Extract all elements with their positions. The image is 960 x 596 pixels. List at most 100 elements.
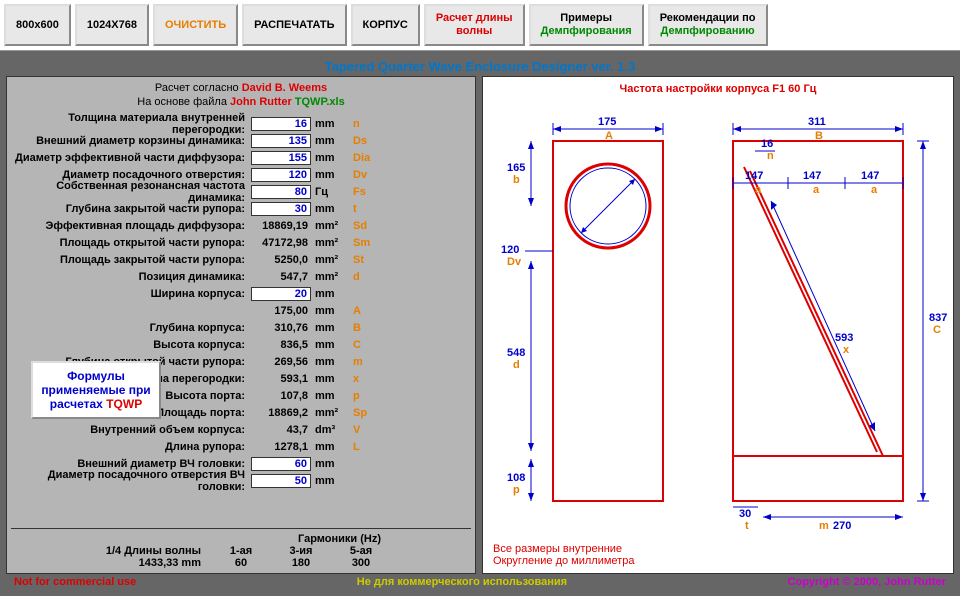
param-row: Диаметр эффективной части диффузора:155m… [11,149,471,166]
svg-text:n: n [767,150,774,162]
param-label: Длина рупора: [11,441,251,453]
param-symbol: p [347,390,377,402]
btn-clear[interactable]: ОЧИСТИТЬ [153,4,238,46]
svg-text:d: d [513,359,520,371]
param-output: 5250,0 [251,254,311,266]
header-line-2: На основе файла John Rutter TQWP.xls [11,95,471,109]
param-output: 836,5 [251,339,311,351]
param-label: Глубина корпуса: [11,322,251,334]
harmonics-table: Гармоники (Hz) 1/4 Длины волны 1-ая3-ия5… [11,528,471,569]
param-output: 107,8 [251,390,311,402]
param-input[interactable]: 30 [251,202,311,216]
param-output: 1278,1 [251,441,311,453]
param-unit: mm [311,475,347,487]
param-rows: Толщина материала внутренней перегородки… [11,115,471,524]
svg-text:b: b [513,174,520,186]
btn-damping-examples[interactable]: ПримерыДемпфирования [529,4,644,46]
svg-text:a: a [755,184,762,196]
header-line-1: Расчет согласно David B. Weems [11,81,471,95]
btn-1024x768[interactable]: 1024X768 [75,4,149,46]
svg-text:t: t [745,520,749,532]
svg-text:120: 120 [501,244,519,256]
param-unit: mm [311,322,347,334]
svg-text:16: 16 [761,138,773,150]
svg-text:593: 593 [835,332,853,344]
svg-text:311: 311 [808,116,826,128]
param-unit: mm [311,339,347,351]
param-input[interactable]: 16 [251,117,311,131]
svg-text:837: 837 [929,312,947,324]
param-unit: mm² [311,407,347,419]
param-symbol: m [347,356,377,368]
param-label: Диаметр эффективной части диффузора: [11,152,251,164]
param-label: Внешний диаметр корзины динамика: [11,135,251,147]
params-panel: Расчет согласно David B. Weems На основе… [6,76,476,574]
param-row: 175,00mmA [11,302,471,319]
param-row: Внешний диаметр корзины динамика:135mmDs [11,132,471,149]
param-unit: mm [311,169,347,181]
param-row: Ширина корпуса:20mm [11,285,471,302]
param-symbol: V [347,424,377,436]
param-unit: mm [311,356,347,368]
param-input[interactable]: 20 [251,287,311,301]
param-output: 18869,19 [251,220,311,232]
param-unit: mm² [311,220,347,232]
btn-800x600[interactable]: 800x600 [4,4,71,46]
param-label: Внутренний объем корпуса: [11,424,251,436]
param-symbol: Ds [347,135,377,147]
param-row: Эффективная площадь диффузора:18869,19mm… [11,217,471,234]
svg-text:147: 147 [745,170,763,182]
param-input[interactable]: 155 [251,151,311,165]
param-label: Эффективная площадь диффузора: [11,220,251,232]
param-symbol: x [347,373,377,385]
param-unit: mm [311,441,347,453]
svg-text:147: 147 [861,170,879,182]
btn-print[interactable]: РАСПЕЧАТАТЬ [242,4,346,46]
param-input[interactable]: 60 [251,457,311,471]
footer-copyright: Copyright © 2000, John Rutter [788,576,946,588]
param-unit: mm [311,288,347,300]
param-input[interactable]: 50 [251,474,311,488]
formulas-button[interactable]: Формулы применяемые при расчетах TQWP [31,361,161,419]
param-input[interactable]: 80 [251,185,311,199]
param-label: Собственная резонансная частота динамика… [11,180,251,204]
param-output: 175,00 [251,305,311,317]
svg-text:a: a [871,184,878,196]
param-row: Глубина закрытой части рупора:30mmt [11,200,471,217]
param-label: Глубина закрытой части рупора: [11,203,251,215]
svg-text:x: x [843,344,850,356]
param-unit: dm³ [311,424,347,436]
param-symbol: n [347,118,377,130]
param-row: Толщина материала внутренней перегородки… [11,115,471,132]
svg-text:270: 270 [833,520,851,532]
btn-enclosure[interactable]: КОРПУС [351,4,420,46]
param-unit: mm [311,373,347,385]
param-input[interactable]: 135 [251,134,311,148]
param-output: 593,1 [251,373,311,385]
param-output: 310,76 [251,322,311,334]
param-label: Ширина корпуса: [11,288,251,300]
svg-text:548: 548 [507,347,525,359]
toolbar: 800x600 1024X768 ОЧИСТИТЬ РАСПЕЧАТАТЬ КО… [0,0,960,51]
param-unit: Гц [311,186,347,198]
param-row: Длина рупора:1278,1mmL [11,438,471,455]
param-output: 18869,2 [251,407,311,419]
param-unit: mm [311,135,347,147]
param-unit: mm² [311,254,347,266]
svg-text:a: a [813,184,820,196]
footer-nfc: Not for commercial use [14,576,136,588]
param-symbol: Sd [347,220,377,232]
app-title: Tapered Quarter Wave Enclosure Designer … [6,57,954,76]
param-symbol: A [347,305,377,317]
param-row: Площадь закрытой части рупора:5250,0mm²S… [11,251,471,268]
param-input[interactable]: 120 [251,168,311,182]
param-symbol: L [347,441,377,453]
param-symbol: C [347,339,377,351]
param-label: Диаметр посадочного отверстия ВЧ головки… [11,469,251,493]
param-symbol: Dv [347,169,377,181]
btn-damping-recs[interactable]: Рекомендации поДемпфированию [648,4,768,46]
param-symbol: Fs [347,186,377,198]
btn-wavelength[interactable]: Расчет длиныволны [424,4,525,46]
param-symbol: Sm [347,237,377,249]
param-row: Площадь открытой части рупора:47172,98mm… [11,234,471,251]
